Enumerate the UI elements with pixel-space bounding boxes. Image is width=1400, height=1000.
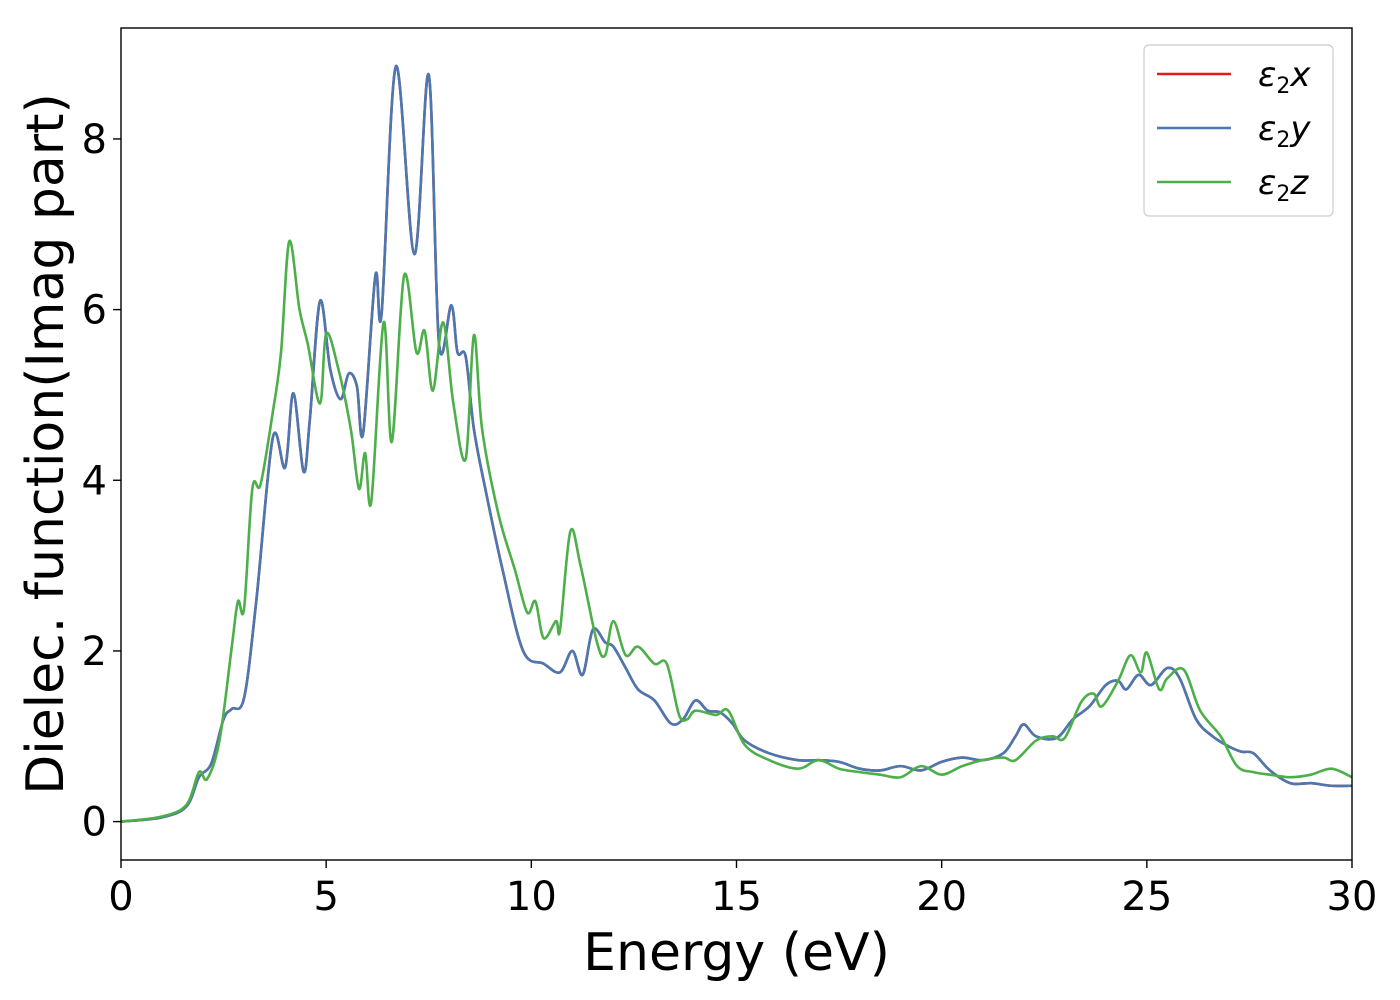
legend-label-x: ε2x (1258, 55, 1311, 99)
y-tick-label: 0 (82, 800, 107, 846)
y-axis-ticks: 0 2 4 6 8 (82, 117, 121, 846)
legend-label-z: ε2z (1258, 163, 1309, 207)
y-tick-label: 2 (82, 629, 107, 675)
x-tick-label: 5 (313, 874, 338, 920)
y-tick-label: 8 (82, 117, 107, 163)
y-tick-label: 4 (82, 458, 107, 504)
y-axis-label: Dielec. function(Imag part) (16, 93, 76, 795)
x-tick-label: 0 (108, 874, 133, 920)
legend: ε2x ε2y ε2z (1143, 44, 1334, 217)
series-layer (121, 65, 1352, 823)
x-tick-label: 25 (1121, 874, 1172, 920)
x-axis-ticks: 0 5 10 15 20 25 30 (108, 860, 1377, 920)
y-tick-label: 6 (82, 288, 107, 334)
x-tick-label: 15 (711, 874, 762, 920)
x-tick-label: 10 (506, 874, 557, 920)
series-line-z (121, 239, 1352, 823)
legend-label-y: ε2y (1258, 109, 1311, 153)
x-tick-label: 20 (916, 874, 967, 920)
x-tick-label: 30 (1327, 874, 1378, 920)
legend-box (1143, 44, 1334, 217)
x-axis-label: Energy (eV) (583, 923, 890, 983)
